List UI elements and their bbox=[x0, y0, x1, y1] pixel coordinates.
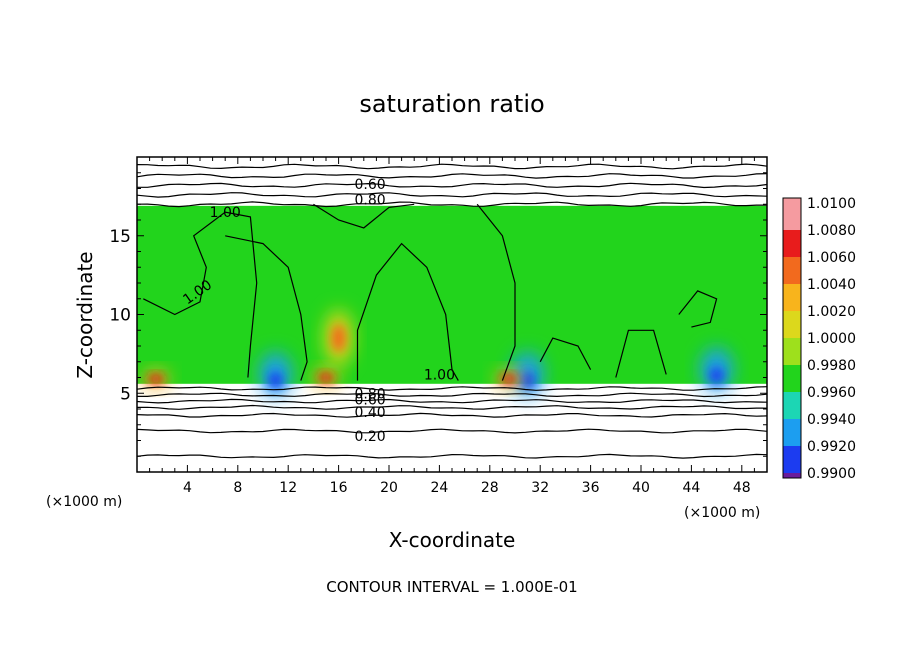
x-tick-label: 16 bbox=[330, 480, 348, 496]
contour-line-cloud bbox=[313, 203, 415, 229]
contour-line-lower bbox=[137, 453, 767, 459]
chart-title: saturation ratio bbox=[359, 90, 544, 118]
colorbar-segment bbox=[783, 419, 801, 446]
contour-line-lower bbox=[137, 386, 767, 391]
contour-line-upper bbox=[137, 163, 767, 170]
y-axis: 5 10 15 bbox=[109, 172, 767, 457]
footer-note: CONTOUR INTERVAL = 1.000E-01 bbox=[326, 578, 577, 596]
cold-core bbox=[268, 372, 283, 389]
contour-label: 0.20 bbox=[355, 429, 386, 445]
colorbar-segment bbox=[783, 203, 801, 230]
cloud-layer bbox=[137, 205, 767, 384]
contour-line-upper bbox=[137, 173, 767, 179]
contour-line-cloud bbox=[678, 290, 718, 328]
field-anomalies bbox=[142, 310, 733, 397]
colorbar-tick-label: 0.9920 bbox=[807, 439, 856, 455]
warm-core bbox=[318, 372, 334, 383]
warm-core bbox=[147, 374, 164, 385]
contour-label: 0.60 bbox=[355, 393, 386, 409]
x-tick-label: 4 bbox=[183, 480, 192, 496]
x-tick-label: 36 bbox=[582, 480, 600, 496]
contour-line-lower bbox=[137, 404, 767, 410]
x-tick-label: 28 bbox=[481, 480, 499, 496]
plot-area bbox=[137, 157, 767, 472]
y-tick-label: 5 bbox=[120, 384, 131, 404]
colorbar-segment bbox=[783, 446, 801, 473]
contour-line-cloud bbox=[539, 337, 592, 370]
contour-label: 0.80 bbox=[355, 193, 386, 209]
x-tick-label: 44 bbox=[682, 480, 700, 496]
x-tick-label: 40 bbox=[632, 480, 650, 496]
contour-label: 0.40 bbox=[355, 405, 386, 421]
colorbar-segment bbox=[783, 392, 801, 419]
y-tick-label: 10 bbox=[109, 306, 131, 326]
colorbar-tick-label: 0.9980 bbox=[807, 358, 856, 374]
x-unit-right: (×1000 m) bbox=[684, 505, 760, 521]
contour-line-lower bbox=[137, 398, 767, 404]
contour-line-cloud bbox=[476, 203, 516, 381]
contour-line-cloud bbox=[143, 211, 258, 378]
colorbar-frame bbox=[782, 197, 802, 479]
warm-core bbox=[500, 374, 517, 385]
colorbar-segment bbox=[783, 365, 801, 392]
cold-core bbox=[709, 367, 724, 384]
colorbar-tick-label: 0.9960 bbox=[807, 385, 856, 401]
y-tick-label: 15 bbox=[109, 227, 131, 247]
colorbar-tick-label: 0.9900 bbox=[807, 466, 856, 482]
colorbar-tick-label: 1.0000 bbox=[807, 331, 856, 347]
colorbar-segment bbox=[783, 311, 801, 338]
contour-line-cloud bbox=[615, 329, 667, 378]
contour-label: 0.80 bbox=[355, 386, 386, 402]
x-tick-label: 12 bbox=[279, 480, 297, 496]
contour-label: 1.00 bbox=[210, 205, 241, 221]
x-tick-label: 24 bbox=[430, 480, 448, 496]
colorbar-tick-label: 1.0040 bbox=[807, 277, 856, 293]
contour-line-upper bbox=[137, 182, 767, 189]
colorbar-tick-label: 1.0020 bbox=[807, 304, 856, 320]
contour-lines bbox=[137, 163, 767, 459]
colorbar-top-cap bbox=[783, 198, 801, 203]
colorbar: 1.0100 1.0080 1.0060 1.0040 1.0020 1.0000 0.99… bbox=[782, 196, 856, 482]
contour-line-cloud bbox=[356, 242, 459, 381]
colorbar-tick-label: 1.0100 bbox=[807, 196, 856, 212]
x-tick-label: 8 bbox=[233, 480, 242, 496]
x-tick-label: 20 bbox=[380, 480, 398, 496]
contour-line-lower bbox=[137, 392, 767, 398]
contour-line-lower bbox=[137, 428, 767, 434]
warm-core bbox=[331, 324, 346, 353]
y-axis-label: Z-coordinate bbox=[73, 251, 97, 378]
colorbar-segment bbox=[783, 257, 801, 284]
colorbar-tick-label: 1.0060 bbox=[807, 250, 856, 266]
colorbar-tick-label: 0.9940 bbox=[807, 412, 856, 428]
contour-line-lower bbox=[137, 412, 767, 418]
contour-line-upper bbox=[137, 201, 767, 208]
x-tick-label: 32 bbox=[531, 480, 549, 496]
cold-core bbox=[520, 372, 535, 389]
colorbar-bottom-cap bbox=[783, 473, 801, 478]
contour-label: 0.60 bbox=[355, 177, 386, 193]
colorbar-tick-label: 1.0080 bbox=[807, 223, 856, 239]
x-unit-left: (×1000 m) bbox=[46, 494, 122, 510]
x-axis: 4 8 12 16 20 24 28 32 36 40 44 48 bbox=[149, 157, 755, 496]
colorbar-segment bbox=[783, 284, 801, 311]
x-axis-label: X-coordinate bbox=[389, 528, 516, 552]
contour-line-upper bbox=[137, 192, 767, 198]
x-tick-label: 48 bbox=[733, 480, 751, 496]
colorbar-segment bbox=[783, 338, 801, 365]
contour-line-cloud bbox=[225, 235, 308, 381]
contour-label: 1.00 bbox=[424, 367, 455, 383]
colorbar-segment bbox=[783, 230, 801, 257]
